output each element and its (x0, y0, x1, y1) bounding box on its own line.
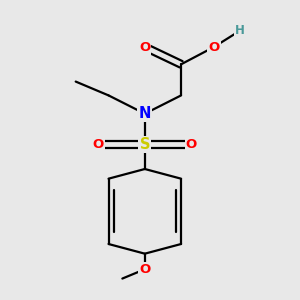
Text: S: S (140, 137, 150, 152)
Text: O: O (208, 40, 220, 53)
Text: N: N (139, 106, 151, 121)
Text: O: O (139, 263, 150, 276)
Text: O: O (186, 138, 197, 151)
Text: O: O (92, 138, 104, 151)
Text: O: O (139, 40, 150, 53)
Text: H: H (235, 24, 245, 37)
